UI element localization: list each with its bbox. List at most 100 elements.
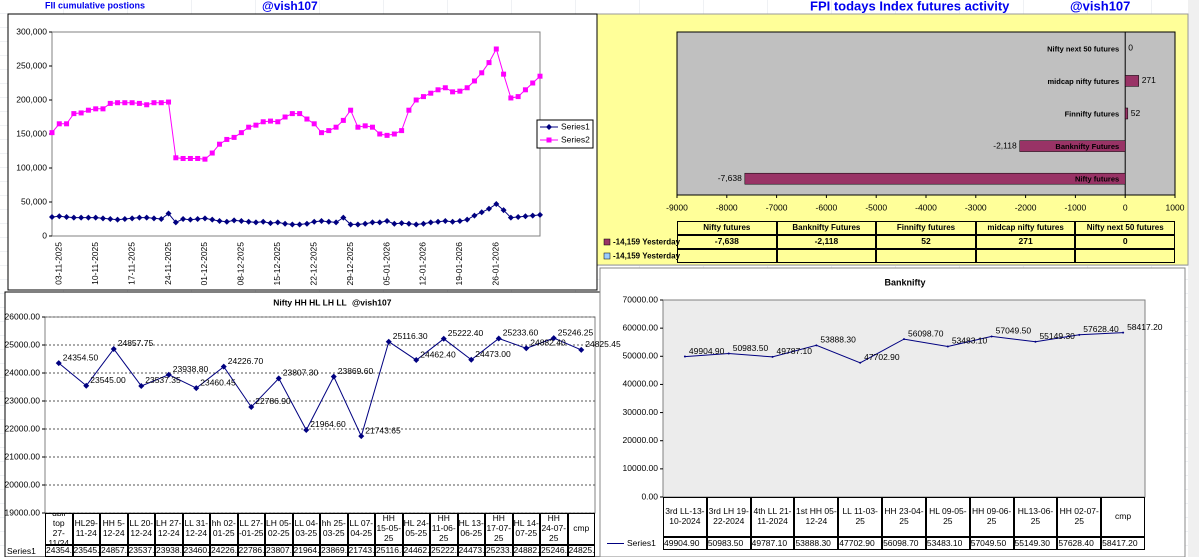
plot-area	[51, 31, 541, 237]
marker	[85, 214, 92, 221]
marker	[129, 100, 135, 106]
table-value-cell: 24473.00	[457, 545, 485, 557]
marker	[78, 110, 84, 116]
marker	[384, 218, 391, 225]
marker	[136, 100, 142, 106]
marker	[442, 85, 448, 91]
header-title: FPI todays Index futures activity	[810, 0, 1010, 13]
marker	[355, 124, 361, 130]
marker	[187, 216, 194, 223]
category-label: dbll top 27-11/24	[45, 513, 73, 545]
marker	[427, 219, 434, 226]
marker	[49, 130, 55, 136]
marker	[122, 100, 128, 106]
table-value	[776, 249, 877, 263]
table-value: -2,118	[776, 235, 877, 249]
category-label: LL 04-03-25	[292, 513, 320, 545]
category-label: HL 09-05-25	[925, 497, 970, 537]
data-label: -7,638	[718, 173, 742, 183]
marker	[110, 345, 117, 352]
table-value-cell: 50983.50	[706, 537, 751, 550]
x-tick-label: -9000	[666, 202, 688, 212]
marker	[246, 124, 252, 130]
marker	[71, 111, 77, 117]
table-value-cell: 56098.70	[882, 537, 926, 550]
category-label-cell: hh 02-01-25	[210, 513, 238, 545]
table-value-cell: 23537.35	[127, 545, 155, 557]
y-tick-label: 50,000	[21, 196, 47, 206]
marker	[385, 338, 392, 345]
marker	[578, 346, 585, 353]
table-value: -7,638	[677, 235, 777, 249]
x-tick-label: 05-01-2026	[381, 242, 391, 286]
category-label: HH 11-06-25	[430, 513, 458, 545]
header-title: FII cumulative postions	[45, 0, 145, 10]
data-label: 23545.00	[90, 375, 126, 385]
legend-marker	[546, 137, 552, 143]
table-header-cell: Banknifty Futures	[776, 221, 877, 235]
data-label: 57628.40	[1083, 324, 1119, 334]
marker	[530, 80, 536, 86]
data-label: 24226.70	[228, 356, 264, 366]
marker	[435, 218, 442, 225]
data-label: -2,118	[993, 140, 1017, 150]
marker	[990, 335, 993, 338]
marker	[304, 116, 310, 122]
category-label-cell: HH 17-07-25	[485, 513, 513, 545]
header-handle: @vish107	[1070, 0, 1130, 13]
table-header: Nifty futures	[677, 221, 777, 235]
marker	[99, 215, 106, 222]
table-value-cell: 49787.10	[750, 537, 795, 550]
table-value: 24473.00	[457, 545, 485, 557]
data-label: 25233.60	[503, 328, 539, 338]
marker	[282, 114, 288, 120]
marker	[114, 216, 121, 223]
marker	[369, 219, 376, 226]
marker	[83, 382, 90, 389]
plot-area	[676, 31, 1176, 196]
marker	[289, 221, 296, 228]
table-value-cell: 25222.40	[430, 545, 458, 557]
data-label: 23938.80	[173, 364, 209, 374]
marker	[107, 216, 114, 222]
marker	[93, 106, 99, 112]
category-label-cell: HL29-11-24	[72, 513, 100, 545]
marker	[325, 218, 332, 225]
table-value: 24825.45	[567, 545, 595, 557]
marker	[173, 155, 179, 161]
category-label: Banknifty Futures	[1055, 142, 1119, 151]
marker	[340, 117, 346, 123]
category-label: HH 24-07-25	[540, 513, 568, 545]
table-value: 53483.10	[925, 537, 970, 550]
table-value: 47702.90	[838, 537, 883, 550]
marker	[537, 211, 543, 218]
scrollbar[interactable]	[1188, 0, 1199, 557]
category-label: HH 02-07-25	[1057, 497, 1102, 537]
marker	[428, 90, 434, 96]
x-tick-label: 26-01-2026	[491, 242, 501, 286]
marker	[231, 134, 237, 140]
marker	[217, 141, 223, 147]
data-label: 53483.10	[952, 336, 988, 346]
marker	[479, 70, 485, 76]
y-tick-label: 20000.00	[5, 479, 41, 489]
y-tick-label: 10000.00	[623, 463, 659, 473]
table-value-cell: -7,638	[677, 235, 777, 249]
marker	[420, 94, 426, 100]
plot-area	[662, 299, 1146, 498]
category-label-cell: HL 14-07-25	[512, 513, 540, 545]
data-label: 52	[1131, 108, 1141, 118]
category-label: HL 14-07-25	[512, 513, 540, 545]
series-line	[58, 337, 582, 438]
marker	[354, 221, 361, 228]
marker	[100, 106, 106, 112]
category-label: LL 11-03-25	[838, 497, 883, 537]
table-value-cell	[1075, 249, 1175, 263]
marker	[440, 335, 447, 342]
category-label-cell: LL 20-12-24	[127, 513, 155, 545]
marker	[268, 118, 274, 124]
table-header: midcap nifty futures	[975, 221, 1076, 235]
marker	[144, 102, 150, 108]
table-value: 57628.40	[1057, 537, 1102, 550]
marker	[49, 213, 55, 220]
